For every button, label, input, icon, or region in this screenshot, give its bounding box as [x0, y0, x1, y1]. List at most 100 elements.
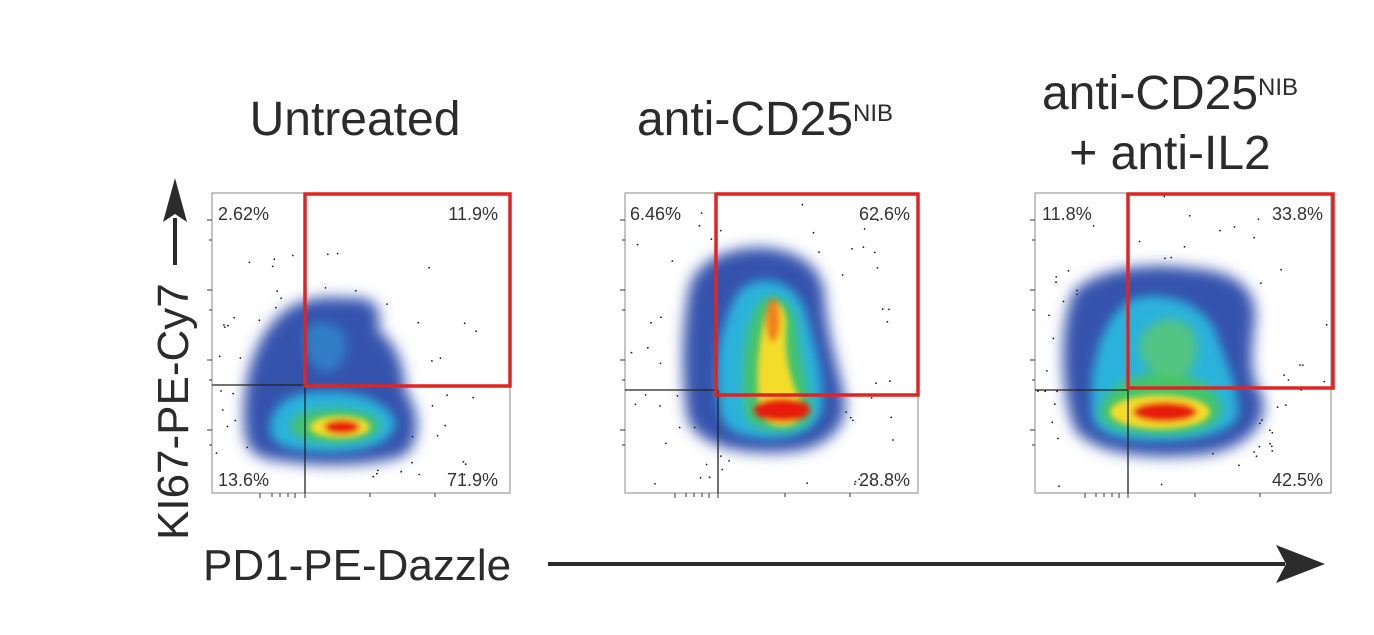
outlier-dot	[1212, 452, 1214, 455]
gate-top-right	[303, 192, 512, 388]
outlier-dot	[710, 238, 713, 241]
outlier-dot	[636, 243, 639, 246]
outlier-dot	[881, 308, 884, 311]
quadrant-label-bottom-right: 71.9%	[447, 470, 498, 490]
outlier-dot	[721, 468, 724, 471]
outlier-dot	[1271, 431, 1274, 434]
outlier-dot	[220, 390, 222, 392]
quadrant-label-top-right: 33.8%	[1272, 204, 1323, 224]
outlier-dot	[634, 403, 637, 406]
outlier-dot	[1052, 337, 1055, 340]
outlier-dot	[654, 482, 656, 485]
outlier-dot	[873, 251, 876, 254]
outlier-dot	[464, 463, 467, 466]
outlier-dot	[875, 382, 877, 385]
outlier-dot	[1233, 226, 1236, 228]
outlier-dot	[670, 207, 673, 210]
outlier-dot	[886, 320, 889, 323]
outlier-dot	[215, 452, 218, 454]
outlier-dot	[463, 473, 466, 476]
density-contour-green-upper	[1139, 319, 1197, 378]
outlier-dot	[1253, 236, 1256, 239]
outlier-dot	[463, 322, 466, 325]
quadrant-label-top-left: 2.62%	[218, 204, 269, 224]
outlier-dot	[676, 395, 679, 397]
outlier-dot	[1046, 370, 1048, 372]
outlier-dot	[431, 360, 433, 362]
outlier-dot	[1037, 390, 1039, 393]
outlier-dot	[1188, 214, 1191, 217]
quadrant-label-top-right: 62.6%	[859, 204, 910, 224]
outlier-dot	[1301, 364, 1304, 366]
outlier-dot	[851, 248, 853, 250]
outlier-dot	[1044, 390, 1047, 393]
outlier-dot	[411, 435, 414, 438]
outlier-dot	[1285, 404, 1287, 406]
outlier-dot	[854, 480, 857, 483]
outlier-dot	[1058, 485, 1060, 488]
gate-top-right	[714, 192, 920, 397]
outlier-dot	[1255, 455, 1258, 458]
density-contour-cyan-upper	[304, 322, 347, 372]
outlier-dot	[1138, 240, 1141, 243]
outlier-dot	[650, 321, 652, 324]
outlier-dot	[720, 455, 722, 457]
density-contour-red	[324, 420, 360, 434]
outlier-dot	[1260, 282, 1262, 284]
outlier-dot	[845, 411, 848, 413]
outlier-dot	[223, 326, 226, 328]
outlier-dot	[428, 266, 430, 269]
outlier-dot	[227, 324, 229, 327]
outlier-dot	[221, 409, 224, 411]
outlier-dot	[892, 439, 894, 441]
axis-ticks	[207, 219, 436, 498]
outlier-dot	[324, 287, 327, 289]
panel-title-line2: + anti-IL2	[1069, 127, 1271, 180]
outlier-dot	[336, 252, 339, 255]
outlier-dot	[660, 316, 662, 319]
outlier-dot	[291, 254, 294, 257]
outlier-dot	[849, 416, 852, 419]
outlier-dot	[862, 246, 865, 249]
x-axis-label: PD1-PE-Dazzle	[203, 541, 511, 590]
outlier-dot	[806, 482, 809, 484]
outlier-dot	[376, 469, 379, 472]
outlier-dot	[863, 228, 866, 230]
outlier-dot	[1283, 374, 1286, 376]
outlier-dot	[1051, 421, 1054, 424]
outlier-dot	[1261, 419, 1263, 422]
outlier-dot	[708, 476, 711, 479]
axis-ticks	[1030, 219, 1261, 498]
outlier-dot	[1299, 364, 1301, 366]
outlier-dot	[889, 380, 891, 383]
outlier-dot	[1253, 451, 1255, 453]
density-plot	[682, 247, 846, 453]
outlier-dot	[1067, 270, 1070, 272]
outlier-dot	[1076, 289, 1078, 292]
outlier-dot	[273, 258, 276, 261]
outlier-dot	[276, 290, 279, 293]
outlier-dot	[1055, 281, 1057, 284]
panel-title-anti-cd25: anti-CD25NIB	[605, 92, 925, 148]
density-plot	[1062, 265, 1264, 457]
outlier-dot	[678, 426, 681, 429]
panel-anti-cd25-anti-il2: 11.8% 33.8% 42.5%	[1030, 192, 1335, 498]
outlier-dot	[659, 405, 661, 407]
outlier-dot	[386, 303, 388, 305]
x-axis: PD1-PE-Dazzle	[203, 541, 1325, 590]
outlier-dot	[246, 446, 249, 449]
quadrant-label-top-right: 11.9%	[448, 204, 498, 224]
outlier-dot	[646, 346, 649, 349]
panel-title-superscript: NIB	[1258, 74, 1299, 101]
outlier-dot	[1238, 464, 1240, 467]
quadrant-label-bottom-right: 42.5%	[1272, 470, 1323, 490]
outlier-dot	[1258, 445, 1261, 448]
outlier-dot	[1325, 323, 1328, 326]
outlier-dot	[444, 424, 447, 427]
outlier-dot	[1164, 257, 1166, 260]
y-axis-arrow-head	[163, 178, 187, 222]
outlier-dot	[400, 470, 402, 473]
outlier-dot	[818, 251, 820, 254]
outlier-dot	[870, 482, 873, 485]
outlier-dot	[1048, 314, 1050, 317]
